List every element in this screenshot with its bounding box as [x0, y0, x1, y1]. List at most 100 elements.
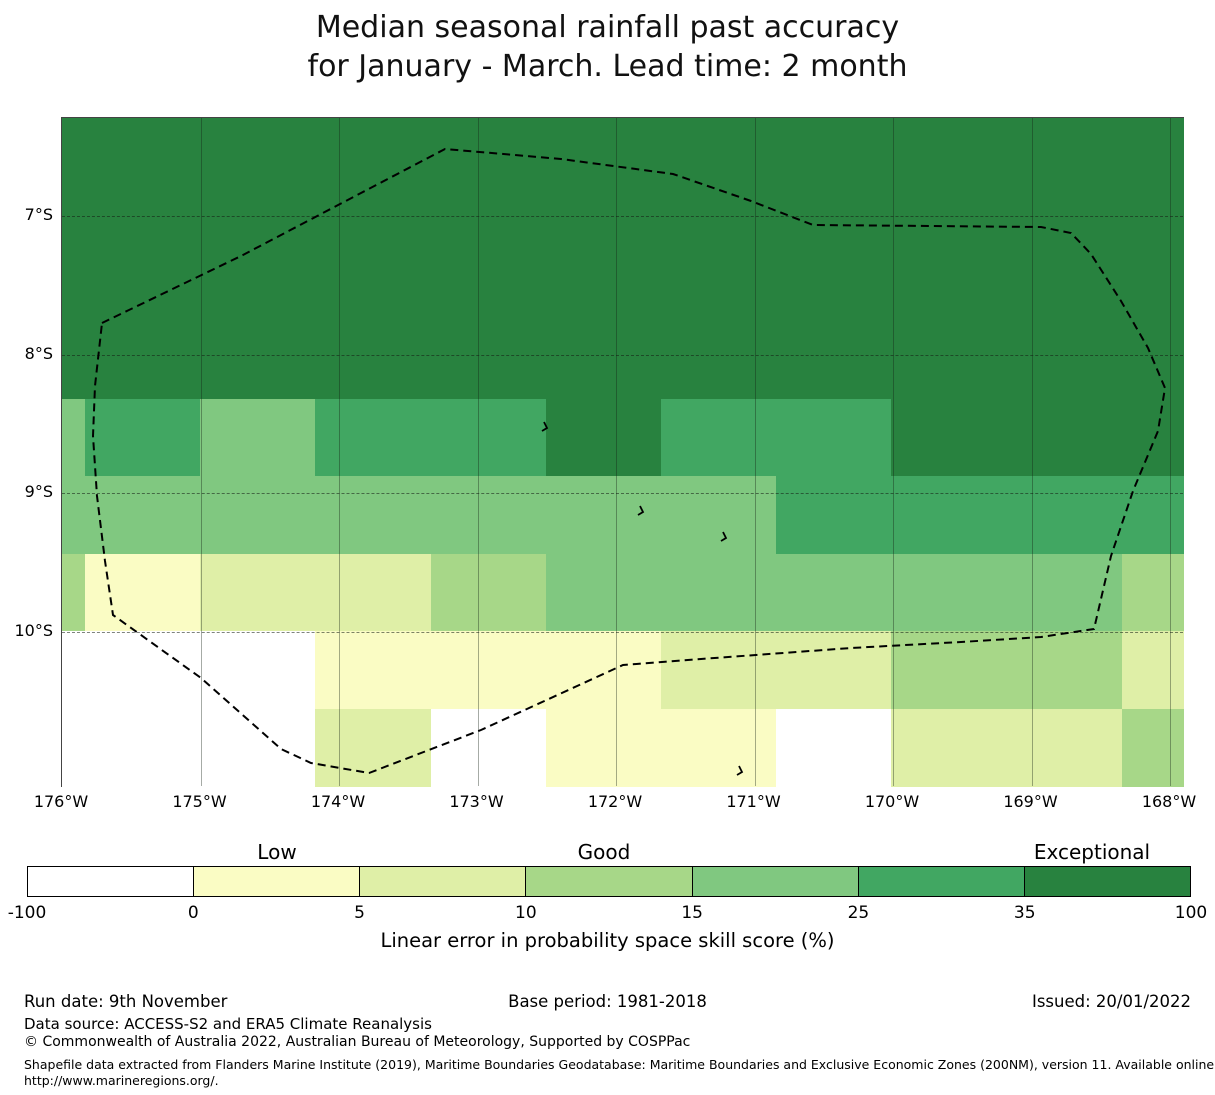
longitude-gridline [200, 118, 202, 786]
colorbar-tick-label: 35 [1013, 903, 1036, 923]
map-cell [1122, 631, 1184, 710]
y-axis-tick-label: 8°S [24, 343, 53, 363]
map-cell [891, 476, 1008, 555]
map-cell [200, 554, 316, 632]
colorbar-tick-label: 5 [354, 903, 365, 923]
map-cell [62, 399, 86, 477]
map-cell [546, 399, 662, 477]
chart-title-line2: for January - March. Lead time: 2 month [307, 49, 908, 84]
longitude-gridline [339, 118, 340, 786]
map-cell [315, 399, 432, 477]
y-axis-tick-label: 7°S [24, 205, 53, 224]
map-cell [1007, 554, 1123, 632]
colorbar-segment [193, 867, 360, 896]
map-cell [200, 118, 316, 400]
map-cell [546, 709, 662, 787]
map-cell [1122, 476, 1184, 555]
colorbar-caption: Linear error in probability space skill … [380, 929, 835, 952]
map-cell [546, 476, 662, 555]
map-cell [62, 476, 86, 555]
chart-title-line1: Median seasonal rainfall past accuracy [315, 10, 900, 45]
footer-run-date: Run date: 9th November [24, 992, 228, 1011]
map-cell [661, 399, 777, 477]
longitude-gridline [893, 118, 894, 786]
x-axis-tick-label: 171°W [726, 792, 781, 811]
map-cell [85, 118, 201, 400]
map-cell [1007, 476, 1123, 555]
map-cell [891, 399, 1008, 477]
map-cell [62, 118, 86, 400]
map-cell [661, 631, 777, 710]
colorbar [27, 866, 1191, 897]
map-cell [431, 118, 547, 400]
map-cell [85, 631, 201, 710]
map-cell [85, 476, 201, 555]
map-cell [661, 118, 777, 400]
map-cell [776, 399, 892, 477]
map-cell [431, 399, 547, 477]
map-cell [1007, 399, 1123, 477]
map-cell [1007, 631, 1123, 710]
map-cell [62, 554, 86, 632]
map-cell [1122, 554, 1184, 632]
footer-copyright: © Commonwealth of Australia 2022, Austra… [24, 1034, 691, 1050]
map-cell [200, 631, 316, 710]
colorbar-tick-label: 15 [681, 903, 703, 923]
chart-title: Median seasonal rainfall past accuracy f… [0, 8, 1215, 86]
longitude-gridline [754, 118, 756, 786]
colorbar-segment [857, 867, 1024, 896]
x-axis-tick-label: 168°W [1141, 792, 1197, 811]
latitude-gridline [62, 216, 1183, 217]
colorbar-tick-label: 100 [1174, 903, 1208, 923]
x-axis-tick-label: 172°W [587, 792, 643, 811]
x-axis-tick-label: 173°W [449, 792, 504, 811]
latitude-gridline [62, 354, 1183, 356]
colorbar-tick-label: 10 [515, 903, 537, 923]
longitude-gridline [616, 118, 617, 786]
colorbar-segment [525, 867, 692, 896]
map-cell [546, 118, 662, 400]
map-cell [891, 118, 1008, 400]
map-cell [431, 709, 547, 787]
map-cell [1007, 118, 1123, 400]
map-cell [1122, 709, 1184, 787]
longitude-gridline [1170, 118, 1171, 786]
footer-shapefile-url: http://www.marineregions.org/. [24, 1073, 219, 1088]
map-cell [315, 554, 432, 632]
longitude-gridline [477, 118, 479, 786]
map-cell [200, 709, 316, 787]
latitude-gridline [62, 493, 1183, 494]
footer-issued-date: Issued: 20/01/2022 [1031, 992, 1191, 1011]
latitude-gridline [62, 631, 1183, 633]
map-cell [1007, 709, 1123, 787]
colorbar-tick-label: 0 [187, 903, 199, 923]
x-axis-tick-label: 169°W [1003, 792, 1058, 811]
map-cell [776, 118, 892, 400]
map-cell [546, 631, 662, 710]
x-axis-tick-label: 175°W [172, 792, 227, 811]
map-cell [315, 476, 432, 555]
colorbar-tick-label: 25 [847, 903, 870, 923]
footer-shapefile-attribution-line1: Shapefile data extracted from Flanders M… [24, 1057, 1215, 1072]
map-plot-area [61, 117, 1184, 787]
longitude-gridline [1031, 118, 1033, 786]
map-cell [1122, 118, 1184, 400]
map-cell [776, 476, 892, 555]
map-cell [661, 554, 777, 632]
footer-base-period: Base period: 1981-2018 [508, 992, 707, 1011]
map-cell [62, 631, 86, 710]
map-cell [431, 476, 547, 555]
colorbar-segment [359, 867, 526, 896]
map-cell [431, 554, 547, 632]
colorbar-segment [1023, 867, 1190, 896]
map-cell [315, 709, 432, 787]
map-cell [62, 709, 86, 787]
map-cell [546, 554, 662, 632]
map-cell [661, 709, 777, 787]
x-axis-tick-label: 176°W [33, 792, 89, 811]
x-axis-tick-label: 174°W [310, 792, 366, 811]
colorbar-category-label: Good [577, 840, 631, 864]
map-cell [1122, 399, 1184, 477]
footer-data-source: Data source: ACCESS-S2 and ERA5 Climate … [24, 1015, 432, 1033]
